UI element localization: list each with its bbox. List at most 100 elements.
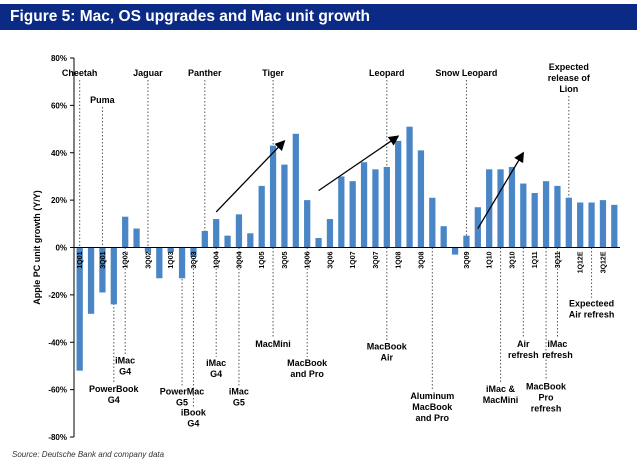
x-tick-label: 1Q01 (77, 251, 84, 268)
x-tick-label: 3Q09 (464, 251, 471, 268)
bar (531, 193, 538, 248)
x-tick-label: 1Q08 (396, 251, 403, 268)
bar (133, 228, 140, 248)
x-tick-label: 3Q11 (555, 251, 562, 268)
bar (167, 247, 174, 253)
annotation-label: Leopard (369, 68, 405, 78)
bar (599, 200, 607, 248)
annotation-label: MacMini (255, 339, 291, 349)
bar (463, 235, 470, 248)
source-note: Source: Deutsche Bank and company data (12, 450, 165, 459)
y-tick-label: -60% (48, 386, 67, 395)
annotation-label: Aluminum MacBook and Pro (410, 391, 454, 423)
annotation-label: MacBook and Pro (287, 358, 328, 379)
bar (190, 247, 197, 257)
x-tick-label: 3Q10 (509, 251, 516, 268)
bar (292, 133, 299, 248)
x-tick-label: 3Q03 (191, 251, 198, 268)
bar (269, 145, 277, 248)
annotation-label: Snow Leopard (435, 68, 497, 78)
annotation-label: MacBook Pro refresh (526, 382, 567, 414)
bar (144, 247, 152, 253)
x-tick-label: 1Q05 (259, 251, 266, 268)
bar (542, 181, 550, 248)
bar (383, 166, 390, 248)
bar (611, 204, 618, 248)
x-tick-label: 1Q03 (168, 251, 175, 268)
bar (349, 181, 356, 248)
y-tick-label: 60% (51, 101, 67, 110)
bar (508, 166, 516, 248)
annotation-label: Expecteed Air refresh (569, 299, 615, 320)
y-tick-label: -20% (48, 291, 67, 300)
annotation-label: PowerBook G4 (89, 384, 140, 405)
bar (520, 183, 527, 248)
y-tick-label: -80% (48, 433, 67, 442)
bar (235, 214, 243, 248)
figure-title-bar: Figure 5: Mac, OS upgrades and Mac unit … (0, 4, 637, 30)
bar (224, 235, 231, 248)
annotation-label: Expected release of Lion (548, 62, 591, 94)
annotation-label: iMac G4 (206, 358, 226, 379)
trend-arrow (477, 151, 524, 229)
x-tick-label: 3Q02 (145, 251, 152, 268)
bar (247, 233, 254, 248)
annotation-label: MacBook Air (367, 341, 408, 362)
annotation-label: iBook G4 (181, 408, 207, 429)
x-tick-label: 1Q10 (487, 251, 494, 268)
bar (395, 140, 402, 248)
x-tick-label: 3Q08 (418, 251, 425, 268)
bar (440, 226, 447, 248)
annotation-label: iMac refresh (542, 339, 573, 360)
trend-arrow (215, 139, 286, 213)
bar (315, 238, 322, 248)
bar (338, 176, 345, 248)
x-tick-label: 3Q01 (100, 251, 107, 268)
bar (87, 247, 95, 314)
x-tick-label: 1Q04 (214, 251, 221, 268)
trend-arrow (318, 135, 400, 192)
bar (201, 230, 208, 248)
x-tick-label: 3Q06 (327, 251, 334, 268)
x-tick-label: 1Q11 (532, 251, 539, 268)
bar (304, 200, 311, 248)
bar (110, 247, 117, 305)
bar (577, 202, 584, 248)
y-axis-label: Apple PC unit growth (Y/Y) (32, 190, 42, 305)
bar (588, 202, 595, 248)
bar (497, 169, 504, 248)
bar (258, 185, 265, 248)
bar (213, 219, 220, 248)
y-tick-label: 40% (51, 149, 67, 158)
bar (76, 247, 83, 371)
bar (417, 150, 425, 248)
bar (451, 247, 459, 255)
annotation-label: Puma (90, 95, 116, 105)
x-tick-label: 1Q06 (305, 251, 312, 268)
annotation-label: iMac G5 (229, 386, 249, 407)
annotation-label: iMac G4 (115, 356, 135, 377)
bar (372, 169, 379, 248)
bar (122, 216, 129, 248)
bar (99, 247, 106, 293)
annotation-label: Jaguar (133, 68, 163, 78)
x-tick-label: 3Q04 (236, 251, 243, 268)
y-tick-label: 20% (51, 196, 67, 205)
bar (156, 247, 163, 279)
annotation-label: Air refresh (508, 339, 539, 360)
y-tick-label: -40% (48, 338, 67, 347)
x-tick-label: 3Q12E (600, 251, 607, 273)
x-tick-label: 1Q02 (123, 251, 130, 268)
bar (554, 185, 561, 248)
x-tick-label: 3Q05 (282, 251, 289, 268)
bar (326, 219, 334, 248)
annotation-label: iMac & MacMini (483, 384, 519, 405)
x-tick-label: 1Q12E (578, 251, 585, 273)
x-tick-label: 3Q07 (373, 251, 380, 268)
bar (281, 164, 288, 248)
x-tick-label: 1Q07 (350, 251, 357, 268)
bar (565, 197, 572, 248)
annotation-label: Tiger (262, 68, 284, 78)
figure-title: Figure 5: Mac, OS upgrades and Mac unit … (10, 8, 370, 25)
